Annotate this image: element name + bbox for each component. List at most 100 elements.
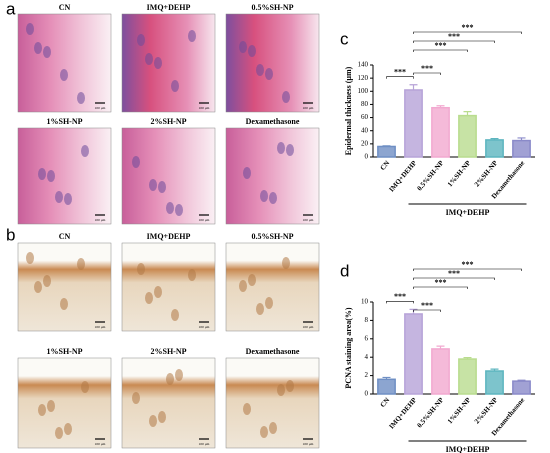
significance-label: ***	[448, 269, 460, 278]
x-tick-label: CN	[379, 396, 392, 409]
significance-bracket	[413, 268, 522, 271]
y-tick-label: 2	[365, 371, 369, 379]
micrograph	[225, 127, 320, 225]
tissue-feature	[243, 167, 251, 179]
y-tick-label: 6	[365, 334, 369, 342]
tissue-feature	[77, 258, 85, 270]
micrograph	[121, 13, 216, 113]
x-tick-label: IMQ+DEHP	[388, 396, 419, 431]
x-tick-label: 0.5%SH-NP	[416, 159, 446, 193]
bar	[512, 139, 531, 158]
x-tick-label: 2%SH-NP	[473, 396, 500, 426]
tissue-feature	[26, 23, 34, 35]
significance-label: ***	[462, 260, 474, 269]
significance-label: ***	[394, 68, 406, 77]
tissue-feature	[243, 403, 251, 415]
error-bar	[436, 105, 445, 108]
micrograph	[121, 357, 216, 449]
tissue-feature	[175, 204, 183, 216]
image-label: 2%SH-NP	[151, 117, 187, 126]
tissue-feature	[26, 252, 34, 264]
tissue-feature	[166, 373, 174, 385]
scale-bar-label: 100 μm	[95, 218, 106, 222]
x-tick-label: 0.5%SH-NP	[416, 396, 446, 430]
tissue-feature	[34, 42, 42, 54]
x-tick-label: IMQ+DEHP	[388, 159, 419, 194]
significance-label: ***	[462, 23, 474, 32]
tissue-feature	[132, 156, 140, 168]
image-label: CN	[59, 232, 71, 241]
bar	[404, 313, 423, 395]
tissue-feature	[55, 427, 63, 439]
y-tick-label: 8	[365, 316, 369, 324]
tissue-feature	[175, 369, 183, 381]
significance-label: ***	[448, 32, 460, 41]
micrograph	[225, 357, 320, 449]
y-tick-label: 60	[361, 113, 369, 121]
tissue-feature	[145, 53, 153, 65]
y-tick-label: 20	[361, 139, 369, 147]
tissue-feature	[64, 193, 72, 205]
scale-bar-label: 100 μm	[95, 325, 106, 329]
tissue-feature	[265, 68, 273, 80]
significance-label: ***	[435, 278, 447, 287]
y-axis-label: PCNA staining area(%)	[344, 307, 353, 389]
bar	[404, 89, 423, 158]
x-tick-label: 2%SH-NP	[473, 159, 500, 189]
tissue-feature	[260, 426, 268, 438]
tissue-feature	[38, 168, 46, 180]
image-label: IMQ+DEHP	[147, 232, 191, 241]
significance-bracket	[413, 309, 441, 312]
tissue-feature	[248, 45, 256, 57]
tissue-feature	[132, 392, 140, 404]
significance-bracket	[413, 277, 495, 280]
significance-bracket	[386, 301, 414, 304]
error-bar	[490, 368, 499, 371]
error-bar	[382, 145, 391, 147]
tissue-feature	[43, 275, 51, 287]
bar	[458, 114, 477, 158]
tissue-feature	[154, 286, 162, 298]
scale-bar-label: 100 μm	[199, 325, 210, 329]
tissue-feature	[137, 263, 145, 275]
tissue-feature	[166, 202, 174, 214]
micrograph	[17, 357, 112, 449]
tissue-feature	[277, 384, 285, 396]
y-axis-label: Epidermal thickness (μm)	[344, 66, 353, 155]
panel-letter: b	[6, 225, 15, 244]
significance-bracket	[413, 49, 468, 52]
y-tick-label: 10	[361, 298, 369, 306]
significance-bracket	[413, 31, 522, 34]
tissue-feature	[239, 41, 247, 53]
tissue-feature	[188, 30, 196, 42]
tissue-feature	[149, 179, 157, 191]
tissue-feature	[286, 144, 294, 156]
tissue-feature	[239, 280, 247, 292]
bar	[377, 378, 396, 395]
tissue-feature	[269, 422, 277, 434]
tissue-feature	[34, 281, 42, 293]
error-bar	[463, 357, 472, 360]
error-bar	[409, 84, 418, 90]
bar	[485, 139, 504, 158]
tissue-feature	[149, 415, 157, 427]
image-label: Dexamethasone	[246, 347, 300, 356]
micrograph	[121, 242, 216, 332]
x-tick-label: 1%SH-NP	[446, 159, 473, 189]
scale-bar-label: 100 μm	[303, 218, 314, 222]
scale-bar-label: 100 μm	[95, 106, 106, 110]
tissue-feature	[260, 190, 268, 202]
y-tick-label: 140	[358, 61, 369, 69]
y-tick-label: 4	[365, 353, 369, 361]
group-label: IMQ+DEHP	[446, 445, 490, 453]
tissue-feature	[60, 69, 68, 81]
significance-label: ***	[435, 41, 447, 50]
tissue-feature	[277, 142, 285, 154]
tissue-feature	[282, 257, 290, 269]
tissue-feature	[269, 192, 277, 204]
image-label: 1%SH-NP	[47, 117, 83, 126]
tissue-feature	[38, 404, 46, 416]
panel-letter: d	[340, 261, 349, 280]
significance-bracket	[413, 72, 441, 75]
